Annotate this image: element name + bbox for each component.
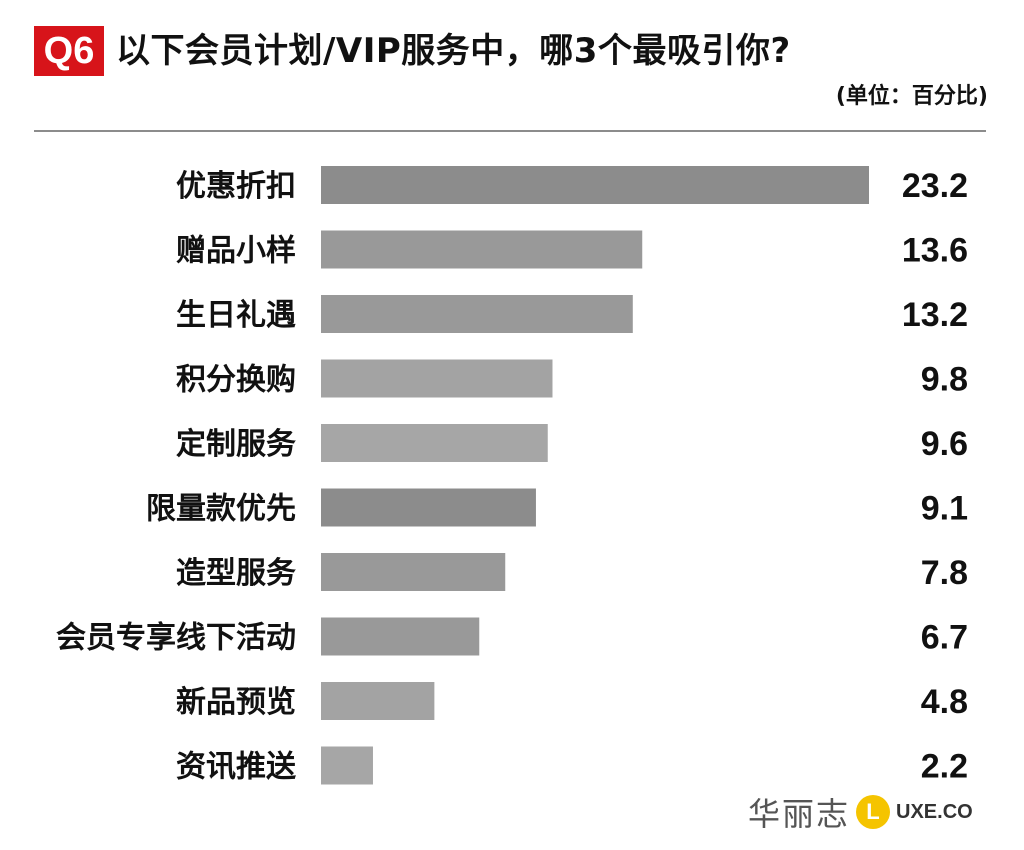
category-label: 限量款优先 (146, 492, 296, 527)
bar (321, 424, 548, 462)
value-label: 9.6 (921, 425, 968, 463)
chart-title: 以下会员计划/VIP服务中，哪3个最吸引你? (116, 31, 791, 71)
bar (321, 230, 643, 269)
value-label: 23.2 (902, 167, 968, 205)
category-label: 积分换购 (176, 363, 296, 398)
category-label: 会员专享线下活动 (56, 621, 296, 656)
category-label: 赠品小样 (176, 234, 296, 269)
value-label: 4.8 (921, 683, 968, 721)
bar (321, 553, 506, 591)
bar (321, 617, 480, 656)
value-label: 6.7 (921, 619, 968, 657)
unit-label: (单位：百分比) (835, 84, 988, 109)
bar (321, 488, 536, 527)
value-label: 2.2 (921, 748, 968, 786)
bar (321, 166, 869, 204)
bar (321, 746, 373, 785)
category-label: 资讯推送 (176, 750, 296, 785)
brand-logo-icon: L (856, 795, 891, 829)
value-label: 9.1 (921, 490, 968, 528)
category-label: 优惠折扣 (176, 169, 296, 204)
category-label: 造型服务 (176, 556, 296, 591)
bar-chart: 优惠折扣 23.2 赠品小样 13.6 生日礼遇 13.2 积分换购 9.8 定制服务 9.6 限量… (56, 166, 968, 786)
bar (321, 359, 553, 398)
value-label: 9.8 (921, 361, 968, 399)
value-label: 13.6 (902, 232, 968, 270)
value-label: 7.8 (921, 554, 968, 592)
brand-logo-text: UXE.CO (896, 800, 973, 823)
brand-name: 华丽志 (748, 795, 851, 833)
category-label: 定制服务 (176, 427, 296, 462)
title-divider (34, 130, 986, 132)
category-label: 新品预览 (176, 685, 296, 720)
bar (321, 682, 435, 720)
brand-logo: 华丽志 L UXE.CO (748, 790, 973, 834)
category-label: 生日礼遇 (176, 298, 296, 333)
value-label: 13.2 (902, 296, 968, 334)
bar (321, 295, 633, 333)
question-badge: Q6 (34, 26, 104, 76)
